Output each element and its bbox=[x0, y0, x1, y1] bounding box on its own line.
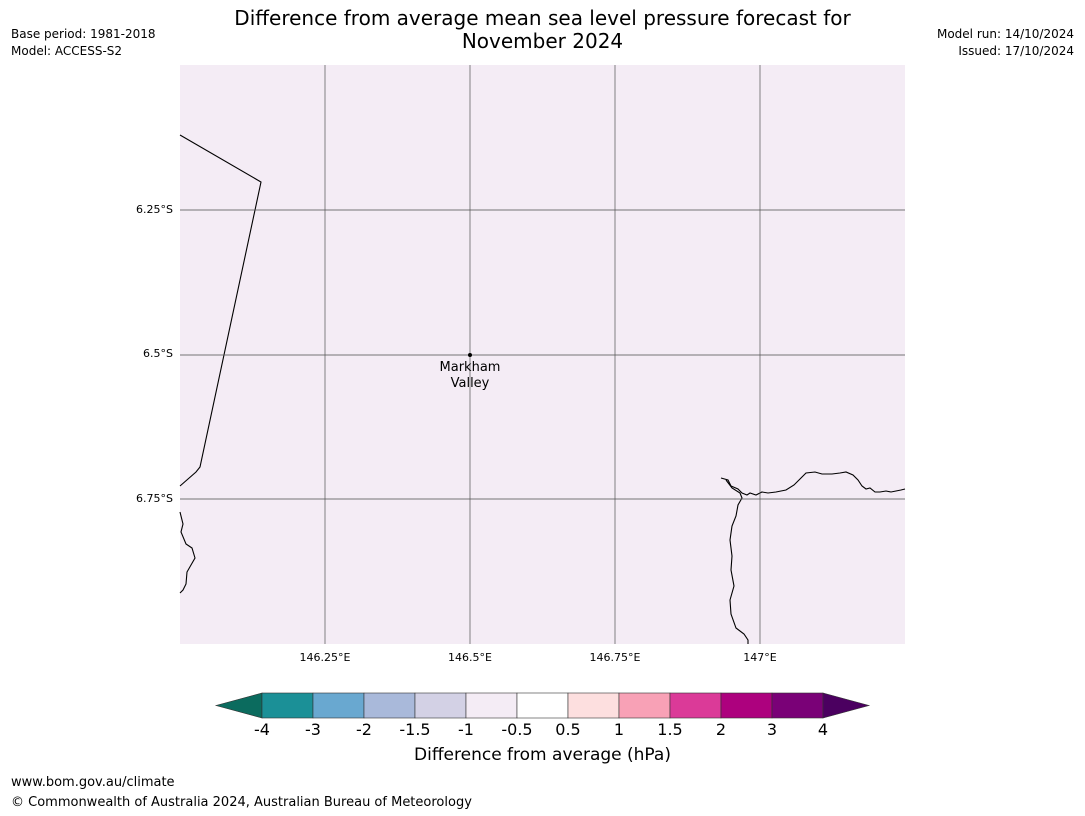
coastline-southwest bbox=[179, 511, 196, 594]
title-line-1: Difference from average mean sea level p… bbox=[234, 6, 851, 30]
place-marker bbox=[468, 353, 472, 357]
colorbar-bin bbox=[567, 692, 620, 719]
colorbar-tick-label: 0.5 bbox=[555, 720, 581, 739]
issued-text: Issued: 17/10/2024 bbox=[958, 44, 1074, 58]
lon-label-146-75e: 146.75°E bbox=[589, 651, 641, 664]
colorbar-bin bbox=[261, 692, 314, 719]
colorbar-tick-label: 2 bbox=[715, 720, 727, 739]
colorbar bbox=[214, 692, 871, 719]
meta-left: Base period: 1981-2018 Model: ACCESS-S2 bbox=[11, 26, 156, 60]
colorbar-tick-label: 1 bbox=[613, 720, 625, 739]
coastline-west bbox=[179, 134, 262, 487]
colorbar-bin bbox=[312, 692, 365, 719]
colorbar-bin bbox=[414, 692, 467, 719]
colorbar-title: Difference from average (hPa) bbox=[414, 745, 671, 765]
map-title: Difference from average mean sea level p… bbox=[180, 7, 905, 53]
lat-label-6-5s: 6.5°S bbox=[143, 347, 173, 360]
place-name-line-2: Valley bbox=[450, 376, 490, 391]
title-line-2: November 2024 bbox=[461, 29, 624, 53]
colorbar-bin bbox=[363, 692, 416, 719]
colorbar-bin bbox=[771, 692, 824, 719]
colorbar-bin bbox=[516, 692, 569, 719]
colorbar-tick-label: -0.5 bbox=[501, 720, 533, 739]
lat-label-6-75s: 6.75°S bbox=[136, 492, 173, 505]
footer-copyright: © Commonwealth of Australia 2024, Austra… bbox=[11, 795, 472, 810]
lon-label-146-5e: 146.5°E bbox=[448, 651, 492, 664]
colorbar-tick-label: -3 bbox=[305, 720, 321, 739]
model-run-text: Model run: 14/10/2024 bbox=[936, 27, 1074, 41]
map-background bbox=[180, 65, 905, 644]
coastline-southeast bbox=[725, 479, 749, 644]
colorbar-bin bbox=[618, 692, 671, 719]
colorbar-under-arrow bbox=[214, 692, 263, 719]
colorbar-tick-label: -1.5 bbox=[399, 720, 431, 739]
colorbar-tick-label: 4 bbox=[817, 720, 829, 739]
colorbar-over-arrow bbox=[822, 692, 871, 719]
lon-label-147e: 147°E bbox=[743, 651, 777, 664]
meta-right: Model run: 14/10/2024 Issued: 17/10/2024 bbox=[937, 26, 1074, 60]
base-period-text: Base period: 1981-2018 bbox=[11, 27, 156, 41]
colorbar-tick-label: 3 bbox=[766, 720, 778, 739]
footer-url[interactable]: www.bom.gov.au/climate bbox=[11, 775, 175, 790]
colorbar-tick-label: -4 bbox=[254, 720, 270, 739]
lat-label-6-25s: 6.25°S bbox=[136, 203, 173, 216]
colorbar-bin bbox=[669, 692, 722, 719]
lon-label-146-25e: 146.25°E bbox=[299, 651, 351, 664]
colorbar-bin bbox=[720, 692, 773, 719]
coastline-east bbox=[720, 471, 906, 496]
colorbar-tick-label: -2 bbox=[356, 720, 372, 739]
colorbar-bin bbox=[465, 692, 518, 719]
place-label-markham-valley: Markham Valley bbox=[420, 360, 520, 392]
place-name-line-1: Markham bbox=[439, 360, 501, 375]
colorbar-tick-label: -1 bbox=[458, 720, 474, 739]
colorbar-tick-label: 1.5 bbox=[657, 720, 683, 739]
model-text: Model: ACCESS-S2 bbox=[11, 44, 123, 58]
